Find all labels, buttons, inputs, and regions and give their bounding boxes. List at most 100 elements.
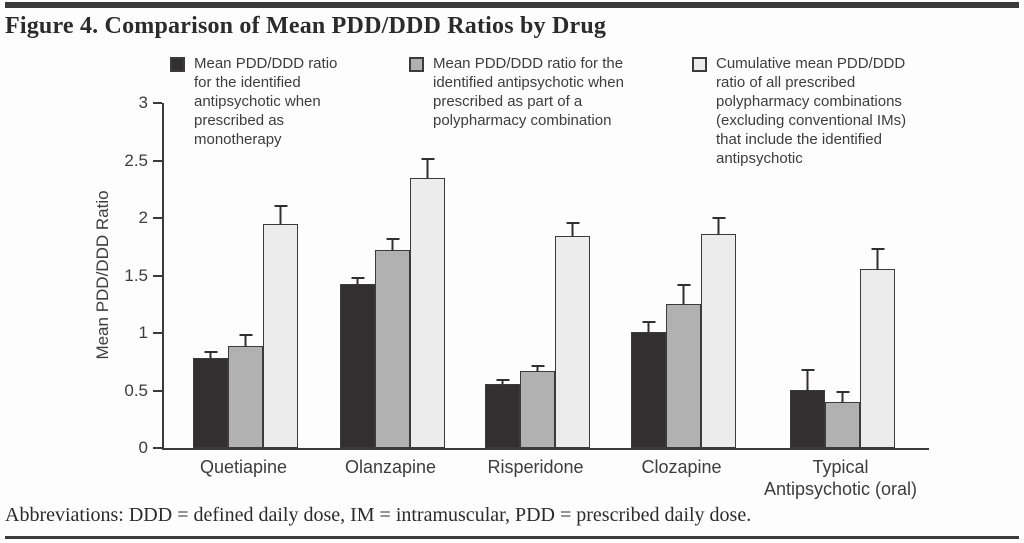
y-tick-mark <box>153 102 162 104</box>
y-tick-mark <box>153 274 162 277</box>
error-bar-cap <box>642 321 655 323</box>
legend-swatch <box>409 57 424 72</box>
bar-slot <box>375 103 410 448</box>
error-bar-cap <box>836 391 849 393</box>
error-bar <box>531 365 544 372</box>
bar-slot <box>485 103 520 448</box>
bar-slot <box>701 103 736 448</box>
error-bar-cap <box>801 369 814 371</box>
bar-slot <box>790 103 825 448</box>
legend-item-series-2: Mean PDD/DDD ratio for the identified an… <box>409 54 638 130</box>
error-bar-stem <box>647 321 650 333</box>
bar-series-2 <box>228 346 263 448</box>
bar-series-1 <box>790 390 825 448</box>
legend-swatch <box>692 57 707 72</box>
error-bar-stem <box>717 217 720 235</box>
y-axis-title: Mean PDD/DDD Ratio <box>93 190 112 360</box>
bar-series-2 <box>666 304 701 448</box>
error-bar <box>871 248 884 270</box>
error-bar-cap <box>566 222 579 224</box>
error-bar-stem <box>279 205 282 225</box>
error-bar-cap <box>421 158 434 160</box>
error-bar-stem <box>571 222 574 237</box>
bar-group-quetiapine <box>193 103 298 448</box>
bar-slot <box>860 103 895 448</box>
bar-series-3 <box>860 269 895 448</box>
bar-series-1 <box>340 284 375 448</box>
bar-group-typical-antipsychotic-oral <box>790 103 895 448</box>
error-bar <box>204 351 217 359</box>
bar-slot <box>340 103 375 448</box>
bar-slot <box>825 103 860 448</box>
bar-slot <box>193 103 228 448</box>
error-bar-stem <box>841 391 844 403</box>
bar-slot <box>666 103 701 448</box>
error-bar <box>496 379 509 385</box>
error-bar-stem <box>536 365 539 372</box>
error-bar <box>274 205 287 225</box>
plot-area: 0 0.5 1 1.5 2 2.5 3 <box>124 93 929 457</box>
y-tick-mark <box>153 217 162 219</box>
y-tick-label: 1.5 <box>124 265 148 285</box>
error-bar-cap <box>204 351 217 353</box>
bar-series-3 <box>701 234 736 448</box>
y-tick-label: 0.5 <box>124 380 148 400</box>
error-bar-cap <box>496 379 509 381</box>
error-bar-stem <box>356 277 359 285</box>
error-bar-cap <box>386 238 399 240</box>
legend-label: Mean PDD/DDD ratio for the identified an… <box>194 55 338 148</box>
top-rule <box>5 2 1019 8</box>
bar-series-1 <box>631 332 666 448</box>
y-tick-label: 2 <box>138 208 148 227</box>
y-tick-mark <box>153 332 162 334</box>
error-bar-stem <box>682 284 685 305</box>
legend-label: Cumulative mean PDD/DDD ratio of all pre… <box>716 55 907 167</box>
legend-item-series-1: Mean PDD/DDD ratio for the identified an… <box>170 54 354 149</box>
y-tick-mark <box>153 389 162 392</box>
bar-series-1 <box>193 358 228 448</box>
error-bar <box>801 369 814 391</box>
bar-slot <box>263 103 298 448</box>
bar-slot <box>228 103 263 448</box>
x-tick-label: Risperidone <box>487 457 584 477</box>
error-bar <box>239 334 252 347</box>
error-bar <box>836 391 849 403</box>
y-tick-label: 1 <box>138 323 148 342</box>
error-bar-stem <box>806 369 809 391</box>
legend-label: Mean PDD/DDD ratio for the identified an… <box>433 55 624 129</box>
figure-title: Figure 4. Comparison of Mean PDD/DDD Rat… <box>5 13 607 39</box>
legend-item-series-3: Cumulative mean PDD/DDD ratio of all pre… <box>692 54 930 168</box>
error-bar-cap <box>712 217 725 219</box>
bar-group-clozapine <box>631 103 736 448</box>
bar-series-2 <box>520 371 555 448</box>
x-tick-label: Quetiapine <box>199 457 288 477</box>
x-tick-label: Typical Antipsychotic (oral) <box>763 457 918 499</box>
error-bar-cap <box>871 248 884 250</box>
y-tick-label: 0 <box>138 438 148 457</box>
error-bar <box>566 222 579 237</box>
y-tick-mark <box>153 447 162 449</box>
error-bar-stem <box>209 351 212 359</box>
bar-slot <box>631 103 666 448</box>
error-bar <box>386 238 399 251</box>
error-bar-stem <box>876 248 879 270</box>
x-tick-label: Clozapine <box>641 457 722 477</box>
y-tick-label: 3 <box>138 93 148 112</box>
bar-slot <box>410 103 445 448</box>
bar-series-2 <box>825 402 860 448</box>
bar-series-2 <box>375 250 410 448</box>
bar-group-risperidone <box>485 103 590 448</box>
error-bar-stem <box>244 334 247 347</box>
error-bar-cap <box>677 284 690 286</box>
error-bar <box>421 158 434 179</box>
error-bar-cap <box>531 365 544 367</box>
error-bar-cap <box>239 334 252 336</box>
abbreviations-footnote: Abbreviations: DDD = defined daily dose,… <box>5 504 752 526</box>
error-bar <box>712 217 725 235</box>
error-bar-stem <box>426 158 429 179</box>
y-tick-mark <box>153 159 162 162</box>
error-bar-stem <box>391 238 394 251</box>
x-tick-label: Olanzapine <box>344 457 437 477</box>
bar-group-olanzapine <box>340 103 445 448</box>
error-bar-cap <box>274 205 287 207</box>
